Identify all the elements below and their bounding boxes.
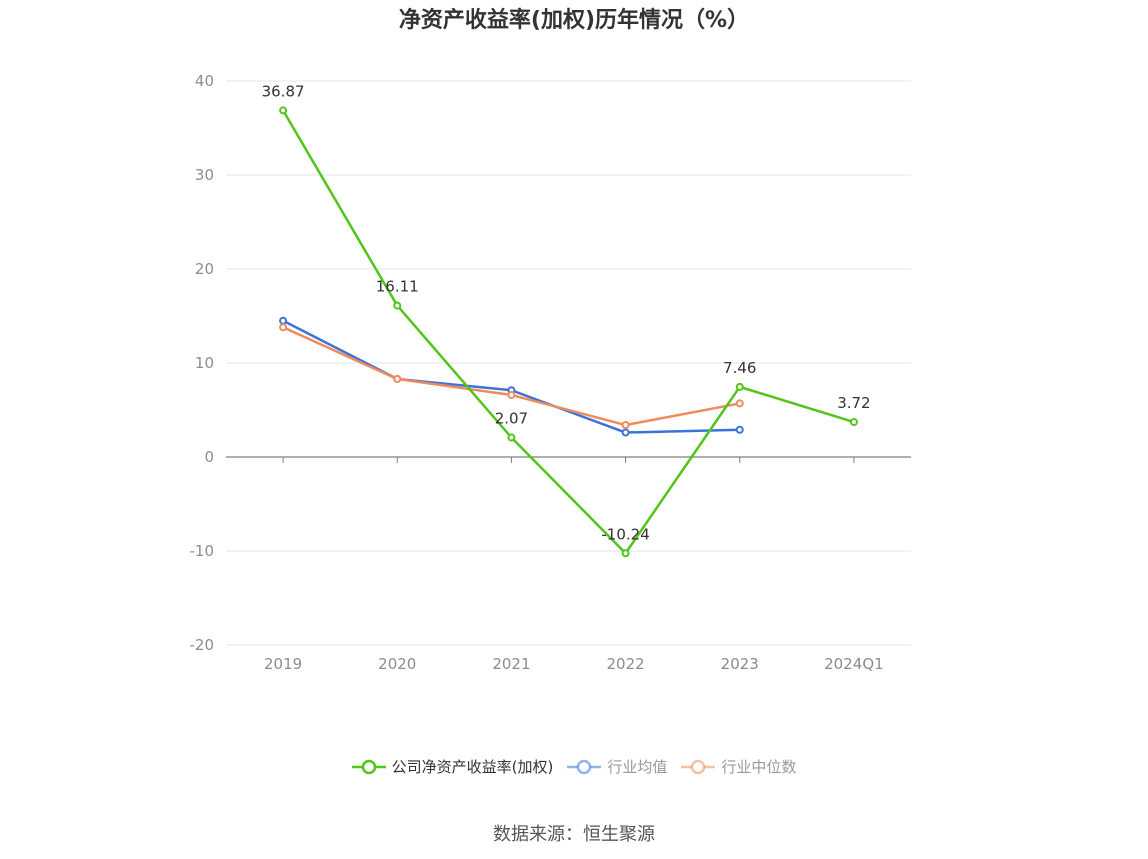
data-point[interactable] xyxy=(279,316,288,325)
grid-layer xyxy=(226,80,911,646)
data-source: 数据来源：恒生聚源 xyxy=(493,824,655,845)
data-point[interactable] xyxy=(735,382,744,391)
data-label: 7.46 xyxy=(723,359,756,377)
data-point[interactable] xyxy=(279,323,288,332)
y-tick-label: 30 xyxy=(195,166,214,184)
legend-label: 公司净资产收益率(加权) xyxy=(391,758,554,776)
legend-label: 行业中位数 xyxy=(721,758,797,776)
x-tick-label: 2023 xyxy=(721,655,759,673)
data-point[interactable] xyxy=(393,374,402,383)
data-point[interactable] xyxy=(735,425,744,434)
y-tick-label: 10 xyxy=(195,354,214,372)
x-tick-label: 2022 xyxy=(606,655,644,673)
data-point[interactable] xyxy=(507,390,516,399)
legend-swatch-icon xyxy=(681,759,716,774)
data-point[interactable] xyxy=(621,428,630,437)
data-label: 2.07 xyxy=(495,410,528,428)
legend-swatch-icon xyxy=(351,759,386,774)
legend-swatch-icon xyxy=(567,759,602,774)
data-point[interactable] xyxy=(621,421,630,430)
x-tick-label: 2020 xyxy=(378,655,416,673)
label-layer: 36.87 16.11 2.07 -10.24 7.46 3.72 xyxy=(262,82,871,543)
data-label: 16.11 xyxy=(376,278,419,296)
data-label: -10.24 xyxy=(601,525,649,543)
axis-layer: -20 -10 0 10 20 30 40 2019 2020 2021 2022 2023 2024Q… xyxy=(190,72,911,673)
series-layer xyxy=(279,106,858,558)
y-tick-label: -20 xyxy=(190,636,215,654)
chart-title: 净资产收益率(加权)历年情况（%） xyxy=(398,8,750,33)
y-tick-label: 20 xyxy=(195,260,214,278)
legend-item[interactable]: 行业均值 xyxy=(567,756,667,777)
data-label: 3.72 xyxy=(837,394,870,412)
y-tick-label: 40 xyxy=(195,72,214,90)
data-point[interactable] xyxy=(393,301,402,310)
legend-label: 行业均值 xyxy=(607,758,668,776)
series-line xyxy=(282,109,855,555)
y-tick-label: -10 xyxy=(190,542,215,560)
data-point[interactable] xyxy=(507,433,516,442)
legend-item[interactable]: 公司净资产收益率(加权) xyxy=(351,756,554,777)
data-point[interactable] xyxy=(621,549,630,558)
legend-item[interactable]: 行业中位数 xyxy=(681,756,796,777)
y-tick-label: 0 xyxy=(204,448,214,466)
data-point[interactable] xyxy=(849,418,858,427)
data-point[interactable] xyxy=(735,399,744,408)
x-tick-label: 2019 xyxy=(264,655,302,673)
x-tick-label: 2024Q1 xyxy=(824,655,884,673)
x-tick-label: 2021 xyxy=(492,655,530,673)
data-point[interactable] xyxy=(279,106,288,115)
data-label: 36.87 xyxy=(262,82,305,100)
legend: 公司净资产收益率(加权) 行业均值 行业中位数 xyxy=(0,756,1148,777)
